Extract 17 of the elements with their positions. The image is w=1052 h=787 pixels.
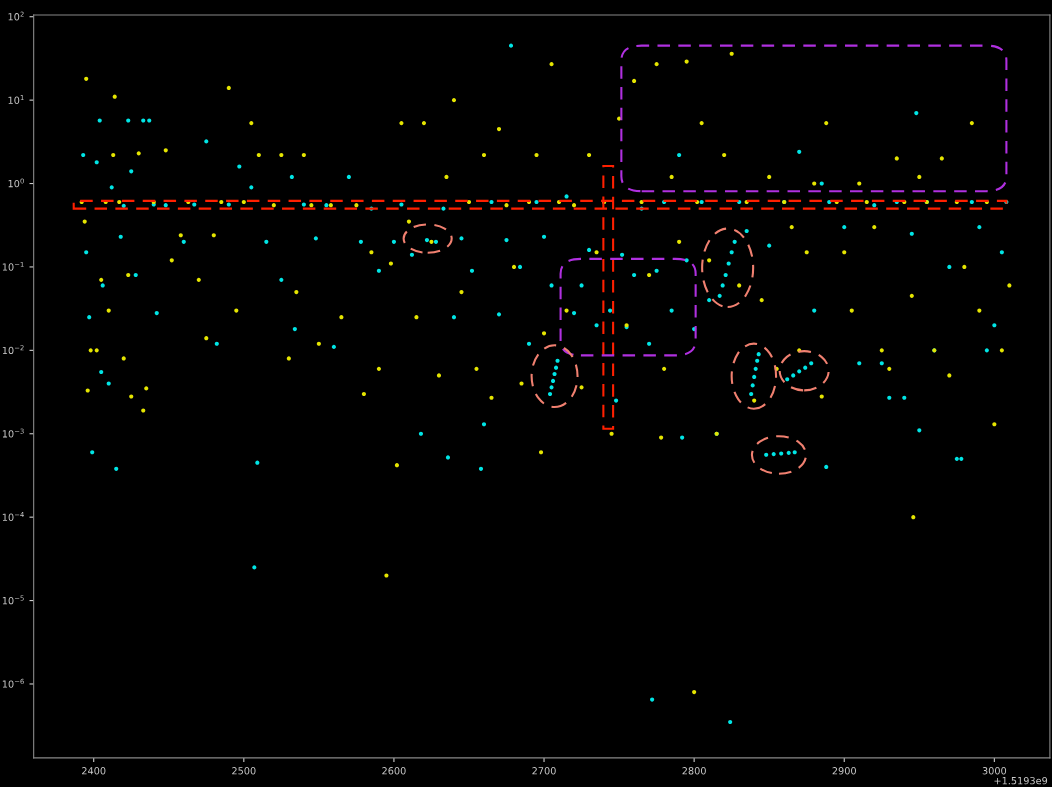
- text: +1.5193e9: [994, 776, 1048, 785]
- y-tick-label: 10$^{−2}$: [2, 345, 24, 355]
- y-tick-label: 10$^{−4}$: [2, 512, 24, 521]
- x-tick-label: 2800: [682, 767, 706, 775]
- x-tick-label: 2700: [532, 767, 556, 775]
- x-tick-label: 2500: [232, 767, 256, 775]
- y-tick-label: 10$^{−1}$: [2, 261, 24, 271]
- y-tick-label: 10$^{−5}$: [2, 595, 24, 605]
- y-tick-label: 10$^{1}$: [8, 95, 24, 104]
- y-tick-label: 10$^{0}$: [8, 178, 24, 188]
- x-tick-label: 2600: [382, 767, 406, 775]
- x-tick-label: 2900: [832, 767, 856, 775]
- x-tick-label: 3000: [982, 767, 1007, 775]
- y-tick-label: 10$^{2}$: [8, 11, 24, 21]
- y-tick-label: 10$^{−3}$: [2, 428, 24, 438]
- x-tick-label: 2400: [82, 767, 106, 775]
- y-tick-label: 10$^{−6}$: [2, 678, 24, 688]
